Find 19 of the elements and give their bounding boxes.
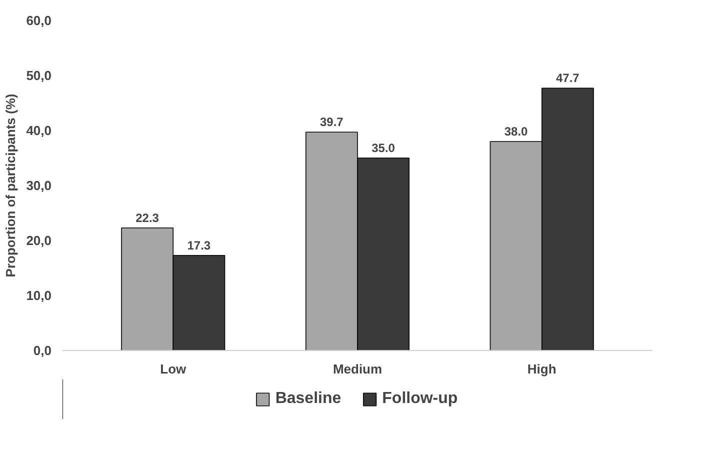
y-tick-label: 50,0: [26, 68, 52, 83]
data-label: 47.7: [556, 71, 580, 86]
data-label: 17.3: [187, 238, 211, 252]
data-label: 39.7: [320, 115, 344, 130]
y-tick-label: 20,0: [26, 233, 52, 248]
y-tick-label: 30,0: [26, 178, 52, 193]
y-tick-label: 10,0: [26, 288, 52, 303]
y-tick-label: 60,0: [26, 13, 52, 28]
y-tick-label: 0,0: [33, 343, 52, 358]
x-tick-label: High: [527, 362, 556, 376]
x-tick-label: Medium: [332, 362, 382, 376]
data-label: 35.0: [372, 141, 396, 155]
y-axis-title: Proportion of participants (%): [3, 94, 18, 278]
legend-label: Follow-up: [382, 390, 458, 408]
data-label: 38.0: [504, 124, 528, 138]
y-tick-label: 40,0: [26, 123, 52, 138]
data-label: 22.3: [136, 210, 160, 225]
legend-label: Baseline: [275, 390, 342, 408]
x-tick-label: Low: [160, 362, 188, 376]
